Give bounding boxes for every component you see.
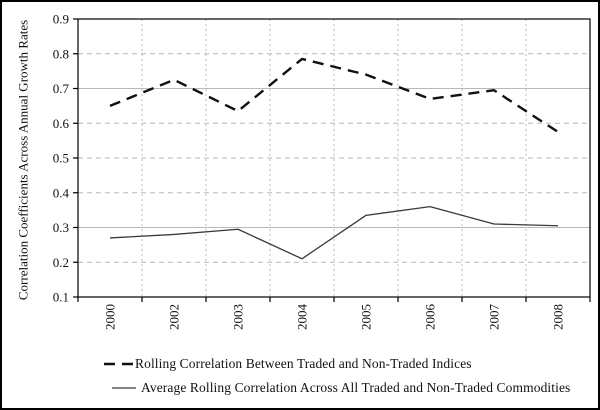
x-category-label: 2004 [295, 304, 310, 331]
y-tick-label: 0.3 [53, 220, 69, 235]
y-tick-label: 0.6 [53, 116, 70, 131]
x-category-label: 2000 [103, 304, 118, 330]
gridlines-group [78, 19, 590, 297]
y-tick-label: 0.4 [53, 185, 70, 200]
legend-item-traded-indices: Rolling Correlation Between Traded and N… [103, 354, 570, 373]
y-tick-label: 0.2 [53, 255, 69, 270]
y-tick-label: 0.5 [53, 151, 69, 166]
series-line-dashed [109, 57, 559, 133]
solid-line-sample-icon [112, 386, 136, 389]
y-tick-label: 0.8 [53, 46, 69, 61]
x-category-label: 2006 [423, 304, 438, 331]
series-line-solid [109, 205, 559, 260]
axes-group [73, 18, 591, 302]
y-axis-title: Correlation Coefficients Across Annual G… [16, 20, 31, 300]
x-category-label: 2005 [359, 304, 374, 330]
x-category-label: 2008 [551, 304, 566, 330]
legend-label-all-commodities: Average Rolling Correlation Across All T… [141, 379, 571, 395]
y-tick-label: 0.7 [53, 81, 70, 96]
x-category-label: 2002 [167, 304, 182, 330]
legend-item-all-commodities: Average Rolling Correlation Across All T… [103, 378, 570, 397]
dashed-line-sample-icon [104, 362, 133, 365]
y-tick-label: 0.1 [53, 290, 69, 305]
tick-labels-group: 0.1 0.2 0.3 0.4 0.5 0.6 0.7 0.8 0.9 2000 2002 2003 2… [53, 12, 566, 331]
x-category-label: 2003 [231, 304, 246, 330]
x-category-label: 2007 [487, 304, 502, 331]
y-tick-label: 0.9 [53, 12, 69, 27]
legend-label-traded-indices: Rolling Correlation Between Traded and N… [135, 355, 472, 371]
series-group [109, 57, 559, 260]
chart-legend: Rolling Correlation Between Traded and N… [103, 354, 570, 397]
